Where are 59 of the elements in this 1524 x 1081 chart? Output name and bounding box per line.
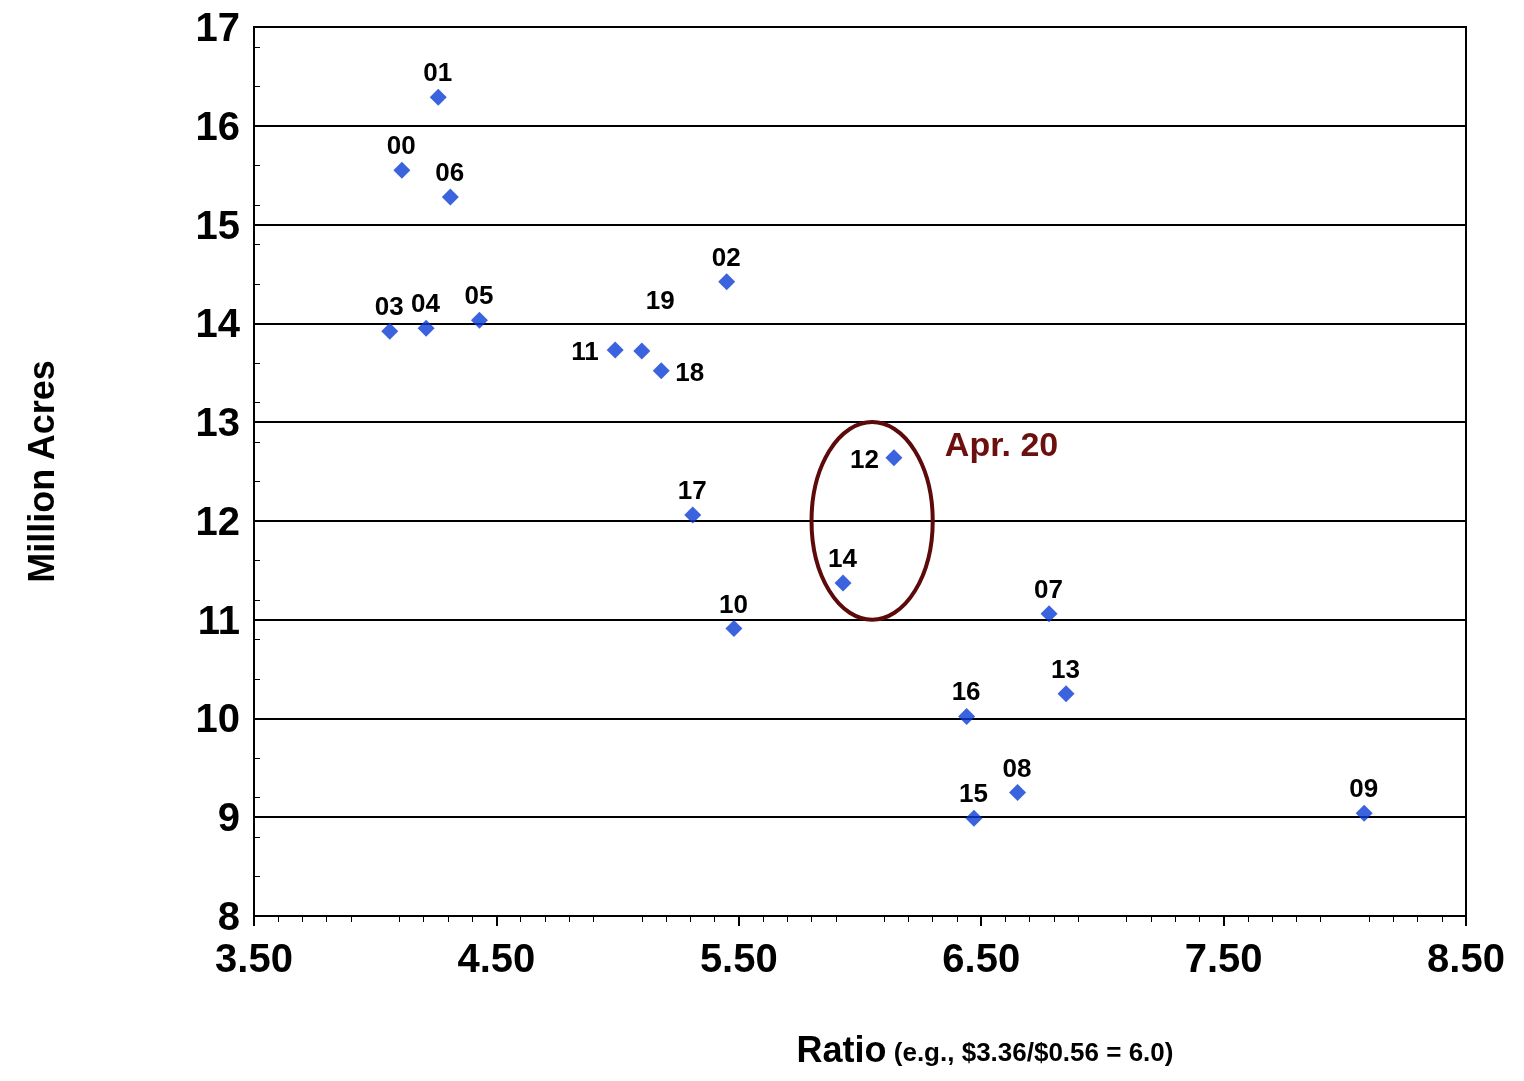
point bbox=[470, 311, 488, 329]
annotation: 06 bbox=[435, 156, 465, 187]
point bbox=[1040, 605, 1058, 623]
annotation: 02 bbox=[711, 241, 741, 272]
annotation: 18 bbox=[675, 356, 705, 387]
x-tick-label: 3.50 bbox=[215, 936, 293, 980]
y-tick-label: 9 bbox=[217, 795, 240, 840]
x-tick-label: 8.50 bbox=[1427, 936, 1505, 980]
annotation: 08 bbox=[1002, 752, 1032, 783]
x-tick-label: 7.50 bbox=[1184, 936, 1263, 980]
y-tick-label: 15 bbox=[195, 202, 240, 247]
x-axis-title: Ratio (e.g., $3.36/$0.56 = 6.0) bbox=[796, 1028, 1174, 1070]
point bbox=[1009, 784, 1027, 802]
point bbox=[958, 707, 976, 725]
annotation: Apr. 20 bbox=[944, 425, 1059, 464]
y-tick-label: 17 bbox=[195, 5, 240, 49]
annotation: 04 bbox=[411, 288, 441, 319]
annotation: 11 bbox=[571, 336, 599, 366]
y-tick-label: 10 bbox=[195, 696, 240, 741]
y-tick-label: 12 bbox=[195, 498, 240, 543]
annotation: 17 bbox=[677, 474, 707, 505]
point bbox=[1057, 685, 1075, 703]
annotation: 12 bbox=[849, 443, 879, 474]
point bbox=[441, 188, 459, 206]
annotation: 01 bbox=[423, 57, 453, 88]
x-tick-label: 4.50 bbox=[457, 936, 536, 980]
annotation: 07 bbox=[1034, 573, 1063, 604]
point bbox=[834, 574, 852, 592]
y-axis-title: Million Acres bbox=[20, 360, 62, 583]
point bbox=[1355, 804, 1373, 822]
point bbox=[417, 319, 435, 337]
annotation: 05 bbox=[464, 280, 494, 311]
point bbox=[606, 341, 624, 359]
annotation: 14 bbox=[828, 543, 858, 574]
annotation: 16 bbox=[951, 676, 981, 707]
x-tick-label: 6.50 bbox=[942, 936, 1021, 980]
point bbox=[718, 273, 736, 291]
point bbox=[965, 809, 983, 827]
point bbox=[725, 620, 743, 638]
point bbox=[381, 322, 399, 340]
y-tick-label: 11 bbox=[197, 597, 240, 642]
point bbox=[429, 88, 447, 106]
annotation: 13 bbox=[1051, 653, 1080, 684]
x-tick-label: 5.50 bbox=[699, 936, 778, 980]
point bbox=[633, 342, 651, 360]
annotation: 03 bbox=[374, 291, 404, 322]
annotation: 10 bbox=[718, 588, 748, 619]
point bbox=[885, 449, 903, 467]
point bbox=[684, 506, 702, 524]
point bbox=[652, 362, 670, 380]
annotation: 19 bbox=[645, 284, 675, 315]
y-tick-label: 8 bbox=[217, 894, 240, 938]
y-tick-label: 13 bbox=[195, 400, 240, 445]
y-tick-label: 14 bbox=[195, 301, 241, 346]
point bbox=[393, 161, 411, 179]
y-tick-label: 16 bbox=[195, 103, 240, 148]
annotation: 09 bbox=[1349, 773, 1379, 804]
annotation: 00 bbox=[386, 130, 416, 161]
annotation: 15 bbox=[958, 778, 988, 809]
